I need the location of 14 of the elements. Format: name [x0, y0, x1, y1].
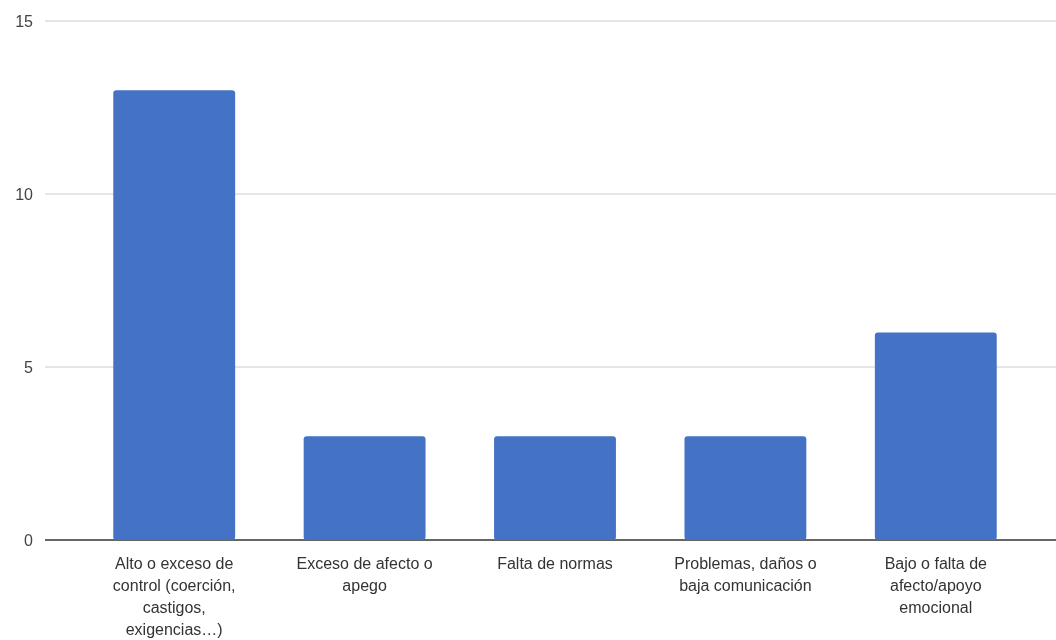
- x-tick-label: Falta de normas: [497, 555, 613, 572]
- x-tick-label: Problemas, daños o baja comunicación: [674, 555, 817, 594]
- y-tick-label: 0: [24, 531, 34, 549]
- bar: [684, 436, 807, 540]
- bar: [494, 436, 616, 540]
- y-tick-label: 10: [15, 185, 34, 203]
- bar: [113, 90, 236, 540]
- bar: [874, 332, 997, 540]
- y-tick-label: 5: [24, 358, 34, 376]
- x-tick-label: Bajo o falta de afecto/apoyo emocional: [884, 555, 988, 616]
- x-tick-label: Exceso de afecto o apego: [296, 555, 433, 594]
- y-tick-label: 15: [15, 12, 34, 30]
- bar: [303, 436, 426, 540]
- x-tick-label: Alto o exceso de control (coerción, castigos, exigencias…): [112, 555, 236, 638]
